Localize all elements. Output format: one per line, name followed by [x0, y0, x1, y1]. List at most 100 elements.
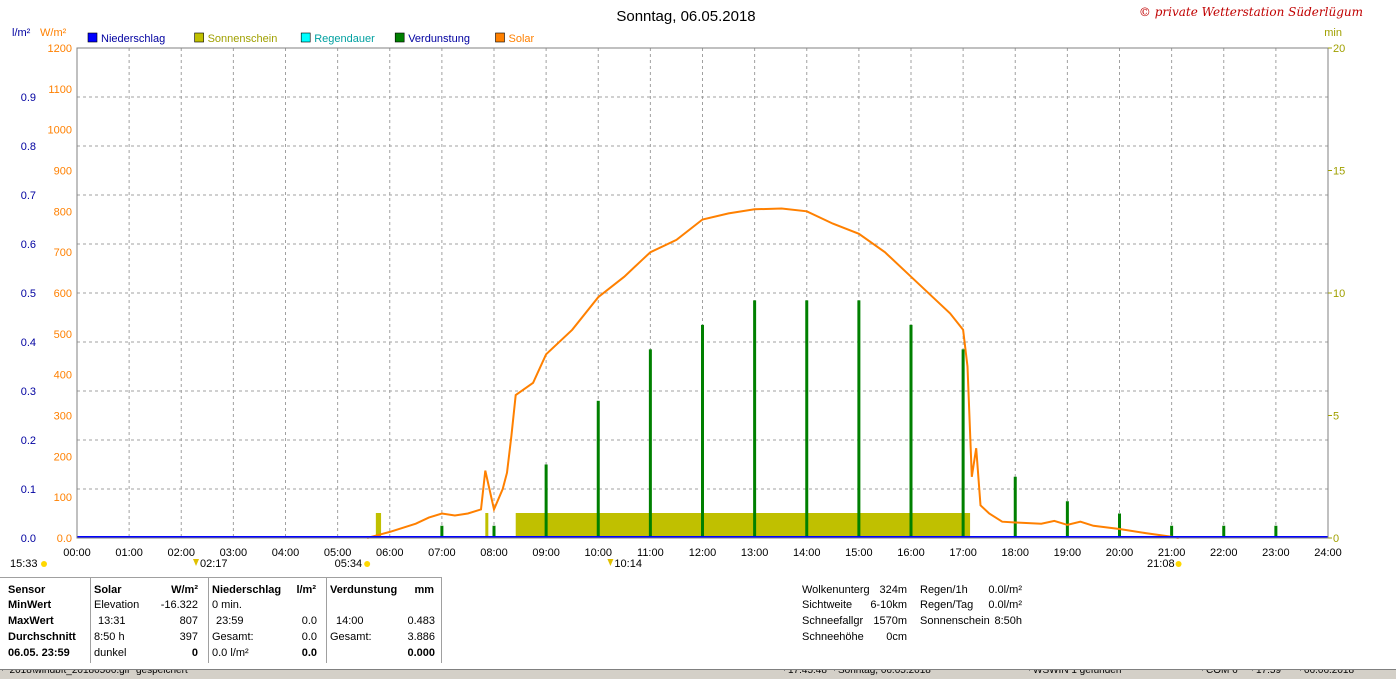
solar-head: Solar	[94, 584, 122, 596]
evap-bar-15	[1222, 525, 1226, 538]
evap-bar-12	[1065, 501, 1069, 538]
evap-bar-9	[909, 324, 913, 538]
evap-row-value-3: 0.000	[407, 647, 435, 659]
right-tick-0: 0	[1333, 533, 1339, 545]
evap-row-label-2: Gesamt:	[330, 631, 372, 643]
cloud-value-3: 0cm	[886, 631, 907, 643]
legend-swatch-1	[194, 32, 204, 43]
stats-separator-1	[208, 577, 209, 663]
evap-bar-13	[1118, 513, 1121, 538]
min-marker-a	[193, 559, 200, 566]
x-tick-22: 22:00	[1210, 547, 1238, 559]
rain-value-1: 0.0l/m²	[988, 599, 1022, 611]
x-tick-2: 02:00	[167, 547, 195, 559]
cloud-value-2: 1570m	[873, 615, 907, 627]
x-tick-6: 06:00	[376, 547, 404, 559]
solar-row-label-1: 13:31	[98, 615, 126, 627]
stats-separator-2	[326, 577, 327, 663]
left-time-marker	[41, 561, 47, 567]
x-tick-20: 20:00	[1106, 547, 1134, 559]
evap-bar-5	[701, 324, 704, 538]
x-tick-15: 15:00	[845, 547, 873, 559]
x-tick-18: 18:00	[1001, 547, 1029, 559]
right-tick-4: 20	[1333, 43, 1345, 55]
left-tick-1: 0.1	[21, 484, 36, 496]
legend-label-4: Solar	[509, 33, 535, 45]
precip-head: Niederschlag	[212, 584, 282, 596]
left-tick-2: 0.2	[21, 435, 36, 447]
right-tick-3: 15	[1333, 166, 1345, 178]
sunshine-block-2	[515, 513, 971, 538]
x-tick-14: 14:00	[793, 547, 821, 559]
sunrise-marker	[364, 561, 371, 567]
evaporation-series	[440, 300, 1278, 538]
left-tick-8: 0.8	[21, 141, 36, 153]
chart-title: Sonntag, 06.05.2018	[616, 8, 755, 25]
solar-unit: W/m²	[171, 584, 198, 596]
sunshine-block-0	[375, 513, 382, 538]
rain-label-2: Sonnenschein	[920, 615, 990, 627]
solar-tick-10: 1000	[48, 125, 72, 137]
status-cell-0: "2018\windbft_20180506.gif" gespeichert	[2, 670, 188, 676]
x-tick-10: 10:00	[584, 547, 612, 559]
evap-head: Verdunstung	[330, 584, 398, 596]
x-tick-9: 09:00	[532, 547, 560, 559]
evap-bar-14	[1170, 525, 1174, 538]
legend-label-0: Niederschlag	[101, 33, 165, 45]
solar-row-value-2: 397	[179, 631, 198, 643]
solar-tick-12: 1200	[48, 43, 72, 55]
solar-row-label-3: dunkel	[94, 647, 127, 659]
evap-bar-0	[440, 525, 444, 538]
solar-tick-8: 800	[54, 206, 72, 218]
evap-bar-3	[596, 400, 600, 538]
sunrise-label: 05:34	[335, 558, 363, 570]
rain-value-0: 0.0l/m²	[988, 584, 1022, 596]
legend-swatch-0	[87, 32, 98, 43]
x-tick-12: 12:00	[689, 547, 717, 559]
solar-row-value-1: 807	[179, 615, 198, 627]
precip-row-label-2: Gesamt:	[212, 631, 254, 643]
sunshine-block-1	[485, 513, 489, 538]
left-tick-6: 0.6	[21, 239, 36, 251]
evap-row-value-2: 3.886	[407, 631, 435, 643]
rain-value-2: 8:50h	[994, 615, 1022, 627]
solar-tick-11: 1100	[48, 84, 72, 96]
solar-tick-6: 600	[54, 288, 72, 300]
x-tick-4: 04:00	[272, 547, 300, 559]
precip-row-label-1: 23:59	[216, 615, 244, 627]
stats-row-label-0: Sensor	[8, 584, 46, 596]
precip-row-label-0: 0 min.	[212, 599, 242, 611]
right-axis-unit: min	[1324, 27, 1342, 39]
left-axis-unit: l/m²	[12, 27, 31, 39]
precip-unit: l/m²	[296, 584, 316, 596]
min-label-a: 02:17	[200, 558, 228, 570]
left-tick-3: 0.3	[21, 386, 36, 398]
status-cell-4: COM 6	[1202, 670, 1238, 676]
evap-bar-16	[1274, 525, 1278, 538]
left-time-label: 15:33	[10, 558, 38, 570]
solar-tick-1: 100	[54, 492, 72, 504]
x-tick-16: 16:00	[897, 547, 925, 559]
legend-label-3: Verdunstung	[408, 33, 470, 45]
axis-labels: 0.00.10.20.30.40.50.60.70.80.90.01002003…	[21, 43, 1346, 559]
chart: Sonntag, 06.05.2018 © private Wetterstat…	[10, 5, 1363, 570]
evap-unit: mm	[414, 584, 434, 596]
stats-top-line	[0, 577, 442, 578]
evap-bar-4	[648, 349, 652, 538]
status-cell-5: 17:59	[1252, 670, 1281, 676]
x-tick-0: 00:00	[63, 547, 91, 559]
x-tick-19: 19:00	[1054, 547, 1082, 559]
solar-axis-unit: W/m²	[40, 27, 67, 39]
evap-bar-8	[857, 300, 861, 538]
solar-row-label-0: Elevation	[94, 599, 140, 611]
solar-tick-4: 400	[54, 370, 72, 382]
stats-row-label-2: MaxWert	[8, 615, 54, 627]
left-tick-7: 0.7	[21, 190, 36, 202]
max-label-b: 10:14	[614, 558, 642, 570]
x-tick-8: 08:00	[480, 547, 508, 559]
evap-bar-10	[961, 349, 965, 538]
x-tick-11: 11:00	[637, 547, 664, 559]
cloud-label-1: Sichtweite	[802, 599, 853, 611]
solar-row-label-2: 8:50 h	[94, 631, 125, 643]
solar-row-value-0: -16.322	[160, 599, 198, 611]
